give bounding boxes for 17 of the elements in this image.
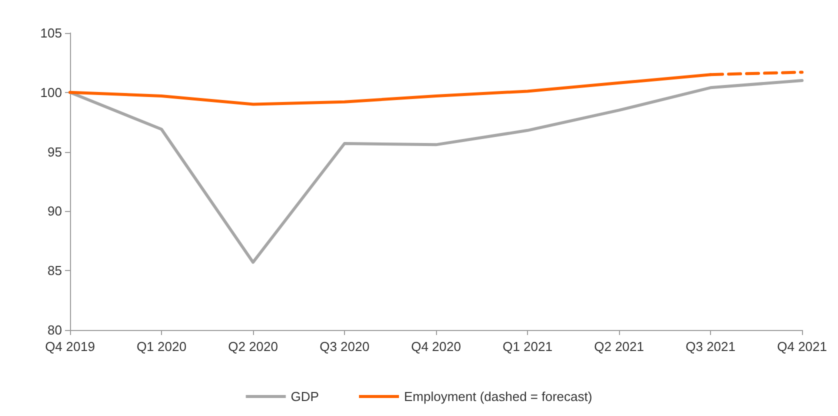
y-tick-label: 90 xyxy=(48,204,62,219)
x-tick-label: Q2 2020 xyxy=(228,339,278,354)
x-tick-label: Q2 2021 xyxy=(594,339,644,354)
x-tick-label: Q1 2020 xyxy=(136,339,186,354)
x-tick-label: Q3 2020 xyxy=(320,339,370,354)
y-tick-label: 105 xyxy=(40,26,62,40)
legend-label: Employment (dashed = forecast) xyxy=(404,389,592,404)
legend-label: GDP xyxy=(290,389,319,404)
x-tick-label: Q3 2021 xyxy=(686,339,736,354)
y-tick-label: 80 xyxy=(48,322,62,338)
x-tick-label: Q4 2019 xyxy=(45,339,95,354)
y-tick-label: 85 xyxy=(48,263,62,278)
y-tick-label: 100 xyxy=(40,84,62,100)
x-tick-label: Q4 2020 xyxy=(411,339,461,354)
x-tick-label: Q1 2021 xyxy=(502,339,552,354)
y-tick-label: 95 xyxy=(48,144,62,160)
x-tick-label: Q4 2021 xyxy=(777,339,827,354)
